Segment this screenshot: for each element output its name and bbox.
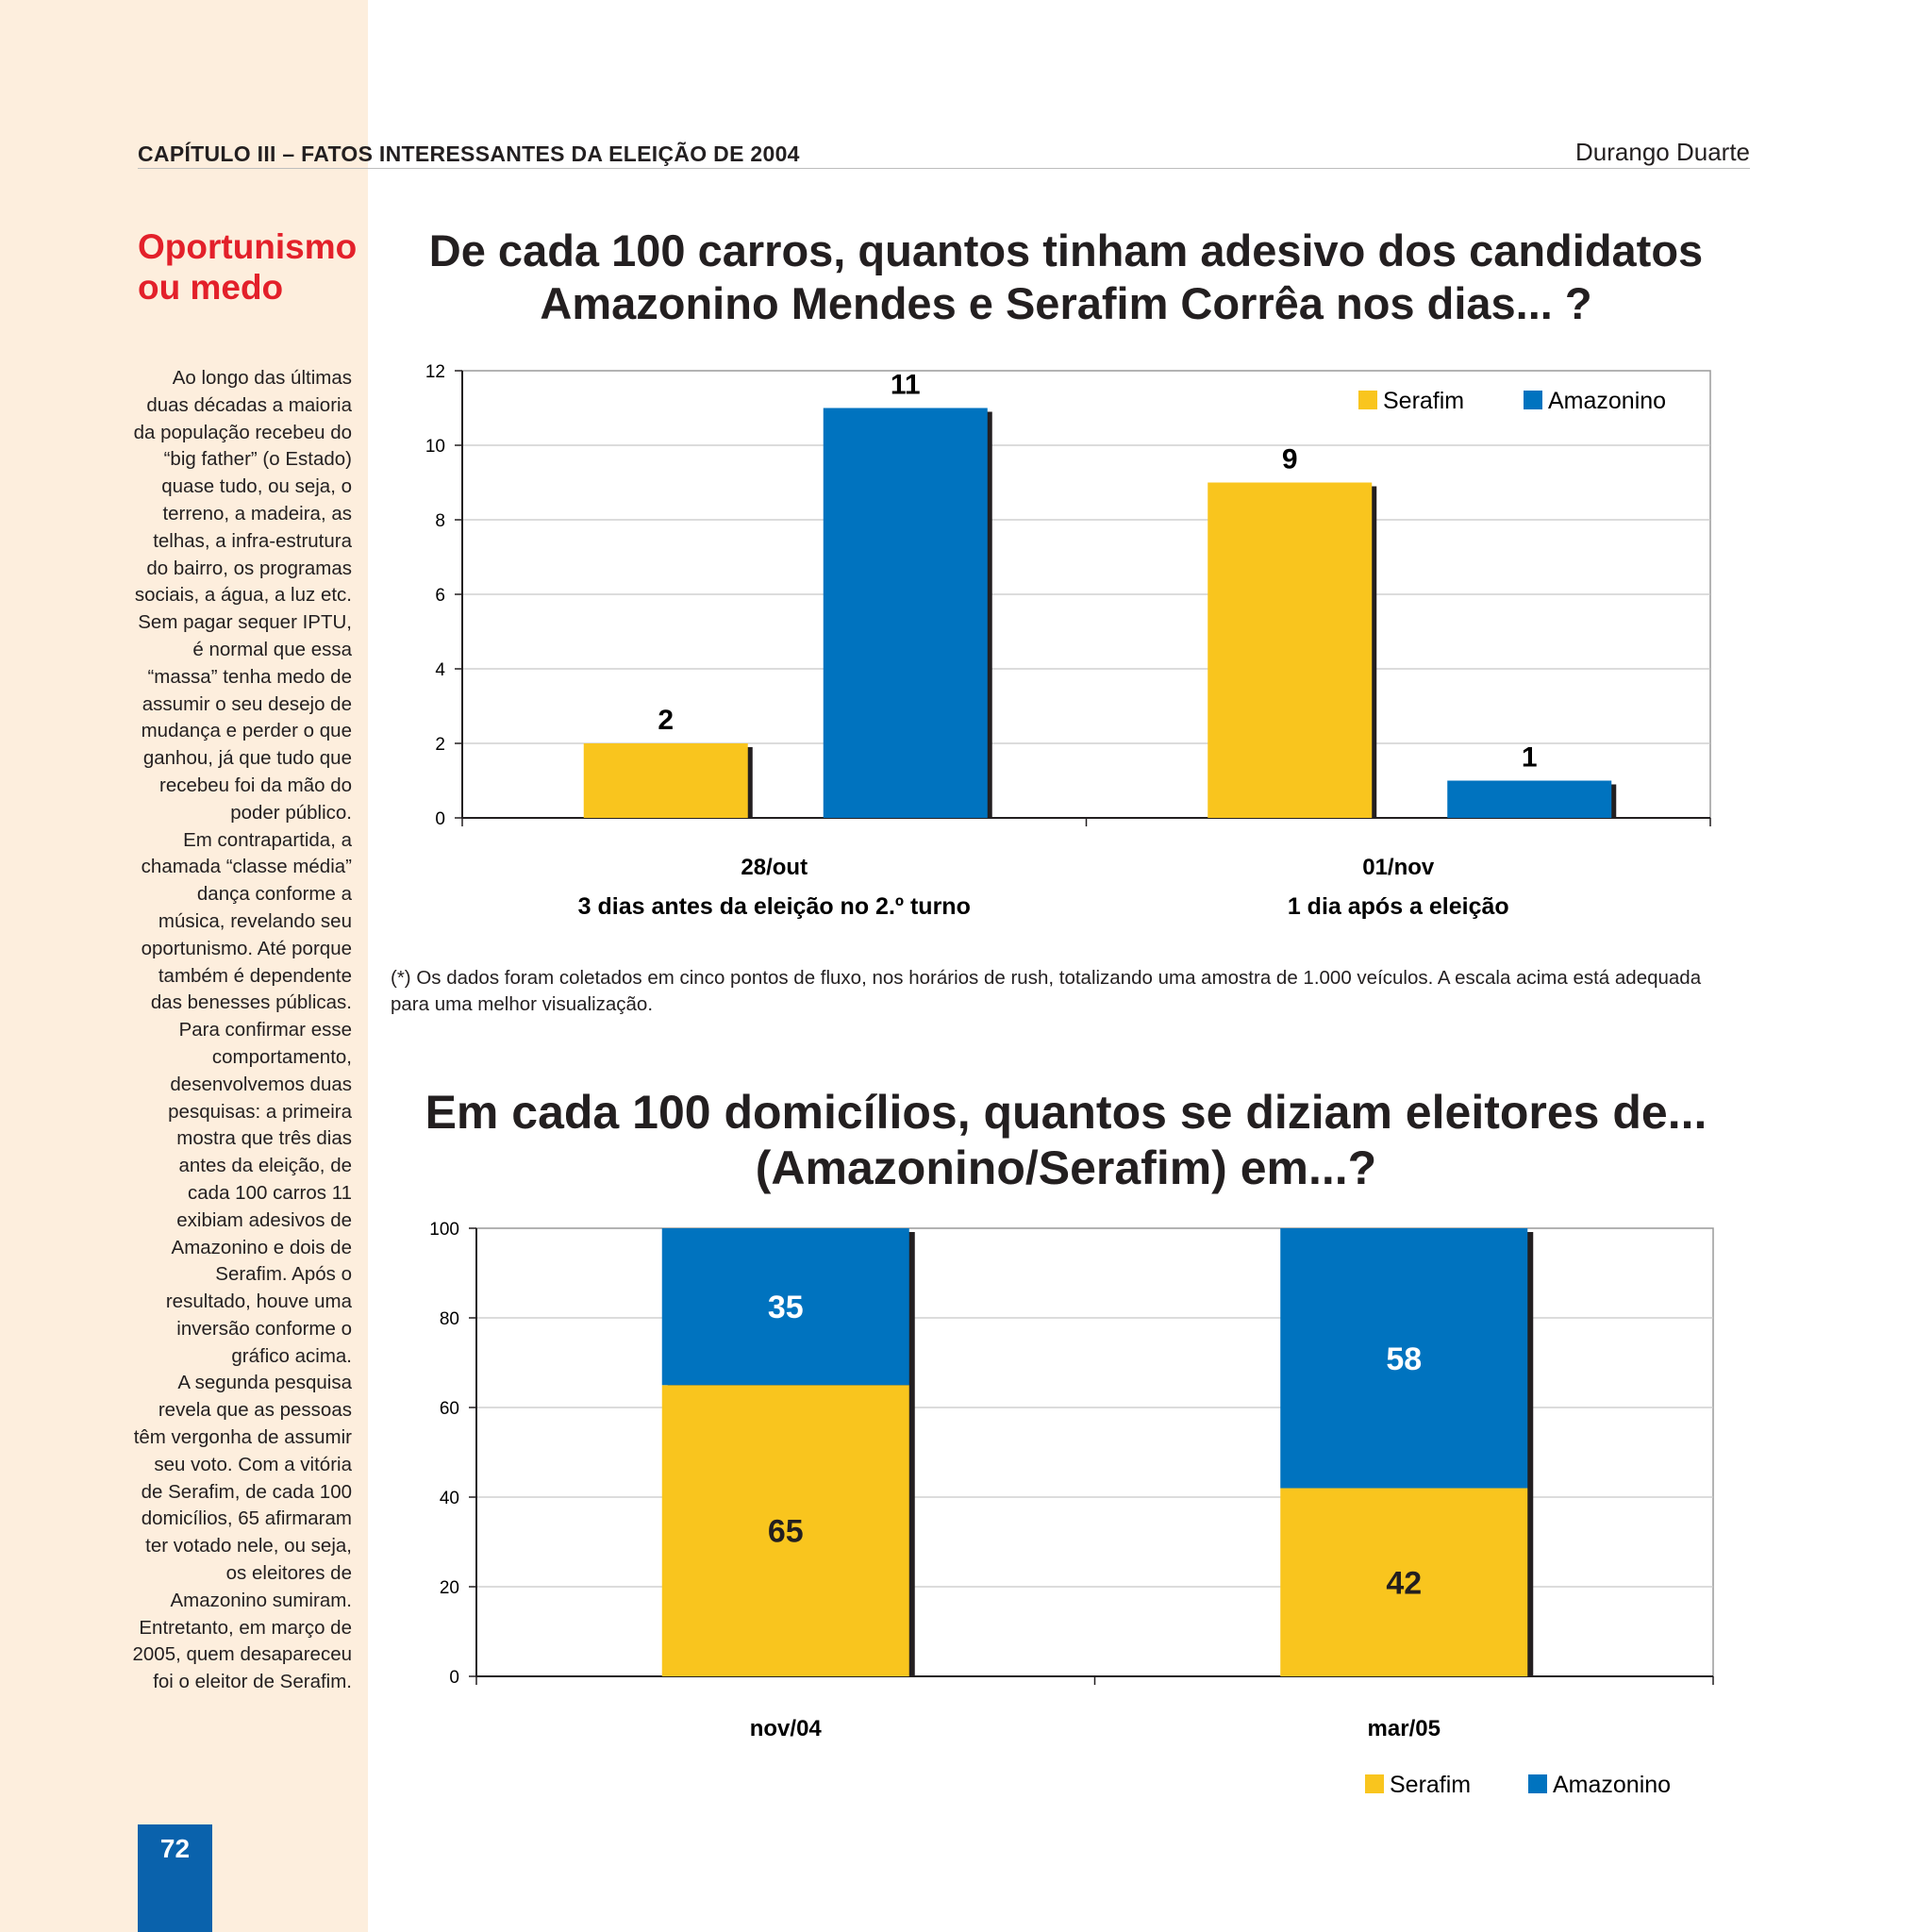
chart1-bar-amazonino — [823, 408, 988, 818]
chart1-legend-swatch — [1524, 391, 1542, 409]
chart1-data-label: 1 — [1522, 742, 1538, 774]
chart1-y-tick-label: 0 — [435, 809, 445, 829]
sidebar-background — [0, 0, 368, 1932]
chart1-data-label: 11 — [891, 370, 921, 401]
page-number: 72 — [138, 1824, 212, 1932]
chart1-bar-amazonino — [1447, 780, 1612, 818]
chart1-y-tick-label: 6 — [435, 586, 445, 606]
sidebar-paragraph: Em contrapartida, a chamada “classe médi… — [141, 828, 352, 1014]
chart1-legend-swatch — [1358, 391, 1377, 409]
chart1-y-tick-label: 8 — [435, 511, 445, 531]
sidebar-title: Oportunismo ou medo — [138, 227, 358, 307]
chapter-header: CAPÍTULO III – FATOS INTERESSANTES DA EL… — [138, 142, 800, 166]
chart1-y-tick-label: 4 — [435, 660, 445, 680]
chart1-category-label: 01/nov — [1362, 855, 1435, 880]
chart1-category-sublabel: 3 dias antes da eleição no 2.º turno — [578, 893, 971, 920]
sidebar-paragraph: Ao longo das últimas duas décadas a maio… — [133, 367, 352, 824]
chart1-bar-serafim — [583, 743, 748, 818]
chart1-y-tick-label: 2 — [435, 735, 445, 755]
chart1-legend-label: Serafim — [1383, 388, 1464, 414]
chart1-category-label: 28/out — [741, 855, 808, 880]
chart2-title: Em cada 100 domicílios, quantos se dizia… — [425, 1086, 1707, 1194]
header-divider — [138, 168, 1750, 169]
chart1-category-sublabel: 1 dia após a eleição — [1288, 893, 1509, 920]
chart1-legend-label: Amazonino — [1548, 388, 1666, 414]
chart1-data-label: 2 — [658, 705, 674, 736]
chart1-title: De cada 100 carros, quantos tinham adesi… — [428, 225, 1704, 328]
sidebar-paragraph: A segunda pesquisa revela que as pessoas… — [132, 1372, 352, 1693]
sidebar-text: Ao longo das últimas duas décadas a maio… — [132, 365, 352, 1696]
author-name: Durango Duarte — [1575, 138, 1750, 166]
chart1-footnote: (*) Os dados foram coletados em cinco po… — [391, 967, 1702, 1015]
chart1-data-label: 9 — [1282, 444, 1298, 475]
sidebar-paragraph: Para confirmar esse comportamento, desen… — [165, 1019, 352, 1367]
chart1-y-tick-label: 12 — [425, 362, 445, 382]
chart1-y-tick-label: 10 — [425, 437, 445, 457]
chart1-bar-serafim — [1208, 482, 1373, 818]
